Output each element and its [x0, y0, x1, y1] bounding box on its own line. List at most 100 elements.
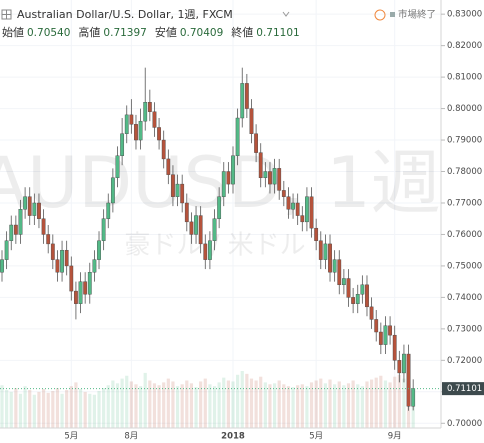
volume-bar [41, 389, 46, 428]
volume-bar [351, 380, 355, 428]
y-tick-label: 0.83000 [447, 10, 482, 20]
volume-bar [175, 386, 180, 428]
candle-body [124, 114, 129, 134]
x-tick-label: 5月 [64, 432, 78, 442]
candle-body [254, 133, 258, 153]
candle-body [175, 183, 180, 197]
volume-bar [203, 378, 207, 428]
volume-bar [277, 380, 281, 428]
ohlc-name: 安値 [155, 26, 177, 39]
ohlc-name: 高値 [78, 25, 100, 39]
volume-bar [92, 394, 96, 428]
y-tick-label: 0.70000 [447, 419, 482, 429]
candle-body [157, 127, 161, 141]
candle-body [37, 202, 41, 219]
candle-body [198, 215, 203, 245]
candle-body [341, 278, 346, 286]
candle-body [268, 171, 272, 185]
y-tick-label: 0.80000 [447, 104, 482, 114]
candle-body [249, 108, 254, 134]
candle-body [383, 325, 388, 345]
candle-body [365, 284, 369, 308]
candle-body [184, 202, 189, 223]
candle-body [235, 117, 240, 156]
candle-body [221, 171, 226, 197]
volume-bar [217, 382, 221, 428]
candle-body [23, 196, 27, 210]
status-dot [390, 12, 395, 17]
volume-bar [231, 381, 235, 428]
volume-bar [388, 382, 392, 428]
candle-body [18, 209, 23, 235]
volume-bar [199, 381, 203, 428]
volume-bar [397, 374, 401, 428]
candle-body [328, 243, 332, 273]
candle-body [240, 83, 245, 119]
volume-bar [356, 384, 360, 428]
volume-bar [402, 378, 406, 428]
y-tick-label: 0.74000 [447, 293, 482, 303]
volume-bar [148, 380, 152, 428]
header: Australian Dollar/U.S. Dollar, 1週, FXCM … [1, 8, 436, 39]
volume-bar [272, 383, 277, 428]
candle-body [55, 259, 60, 273]
y-tick-label: 0.79000 [447, 136, 482, 146]
candle-body [0, 259, 4, 273]
candle-body [189, 221, 194, 235]
candle-body [41, 218, 46, 235]
volume-bar [162, 382, 166, 428]
volume-bar [305, 386, 309, 428]
volume-bar [333, 384, 337, 428]
volume-bar [263, 382, 267, 428]
x-tick-label: 9月 [388, 432, 402, 442]
candle-body [110, 177, 115, 204]
candle-body [120, 133, 125, 156]
y-tick-label: 0.81000 [447, 73, 482, 83]
volume-bar [282, 384, 286, 428]
volume-bar [69, 386, 73, 428]
candle-body [97, 240, 101, 260]
candle-body [217, 196, 222, 219]
status-icon [374, 9, 386, 21]
volume-bar [383, 380, 388, 428]
volume-bar [314, 380, 318, 428]
volume-bar [296, 385, 300, 428]
volume-layer [0, 371, 415, 428]
candle-body [360, 284, 365, 295]
last-price-tag [442, 382, 484, 396]
volume-bar [300, 384, 304, 428]
candle-body [226, 171, 231, 185]
candle-body [129, 114, 134, 125]
y-tick-label: 0.82000 [447, 41, 482, 51]
market-status: 市場終了 [398, 9, 436, 21]
volume-bar [286, 386, 291, 428]
volume-bar [323, 383, 327, 428]
volume-bar [268, 384, 272, 428]
candle-body [309, 196, 314, 229]
ohlc-value: 0.71397 [103, 27, 146, 39]
candle-body [69, 265, 74, 292]
axis-layer: 0.700000.710000.720000.730000.740000.750… [0, 10, 484, 442]
candle-body [50, 243, 55, 260]
candle-body [147, 102, 152, 112]
dropdown-icon[interactable] [282, 11, 290, 17]
volume-bar [115, 383, 120, 428]
volume-bar [236, 374, 240, 428]
candle-body [13, 224, 18, 235]
volume-bar [74, 382, 78, 428]
candle-body [355, 294, 360, 304]
candle-body [194, 215, 198, 235]
candle-body [207, 240, 212, 260]
candle-body [143, 102, 148, 122]
chart-title: Australian Dollar/U.S. Dollar, 1週, FXCM [17, 8, 233, 21]
x-tick-label: 8月 [124, 432, 138, 442]
candle-body [78, 281, 83, 304]
candle-body [87, 272, 92, 295]
volume-bar [5, 390, 9, 428]
volume-bar [78, 389, 83, 428]
volume-bar [139, 386, 143, 428]
volume-bar [365, 381, 369, 428]
candle-body [203, 243, 208, 260]
candle-body [337, 259, 342, 286]
volume-bar [60, 393, 64, 428]
